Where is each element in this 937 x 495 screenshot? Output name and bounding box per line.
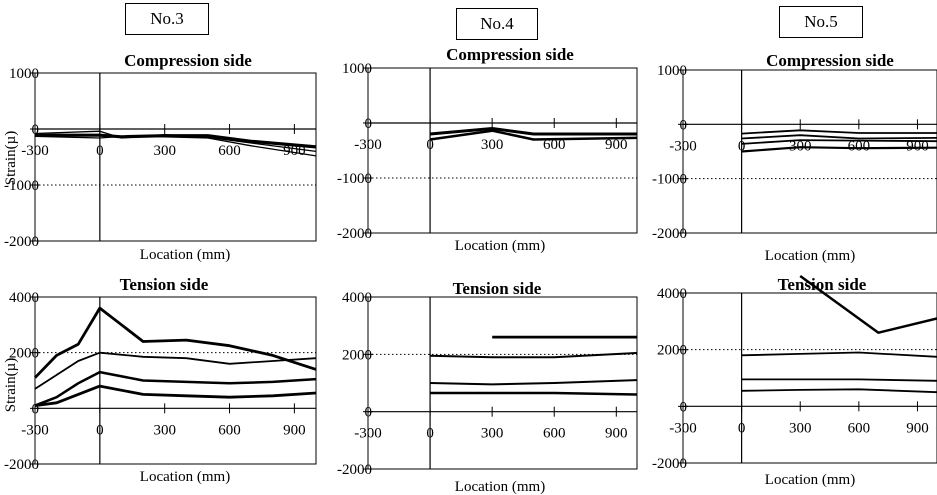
chart-title: Tension side (120, 275, 209, 294)
x-tick-label: -300 (669, 420, 697, 436)
y-tick-label: 1000 (657, 63, 687, 79)
y-tick-label: -2000 (4, 234, 39, 250)
x-tick-label: 600 (543, 137, 566, 153)
series-line-2 (741, 351, 937, 358)
x-tick-label: 300 (789, 420, 812, 436)
y-tick-label: 4000 (342, 290, 372, 306)
series-line-3 (741, 139, 937, 145)
y-tick-label: -2000 (652, 226, 687, 242)
series-line-4 (34, 384, 317, 407)
y-tick-label: -1000 (4, 178, 39, 194)
y-tick-label: 2000 (342, 347, 372, 363)
x-tick-label: 0 (738, 138, 746, 154)
x-axis-label: Location (mm) (765, 248, 855, 264)
y-tick-label: 4000 (9, 290, 39, 306)
x-tick-label: 600 (218, 422, 241, 438)
y-axis-label: Strain(µ) (3, 131, 19, 185)
plot-frame (367, 296, 638, 470)
y-tick-label: 2000 (657, 343, 687, 359)
x-tick-label: 900 (605, 426, 628, 442)
y-tick-label: 4000 (657, 286, 687, 302)
series-line-3 (741, 378, 937, 382)
x-tick-label: 300 (481, 137, 504, 153)
series-line-2 (34, 351, 317, 390)
y-tick-label: 1000 (9, 66, 39, 82)
chart-title: Compression side (766, 51, 894, 70)
x-tick-label: 300 (481, 426, 504, 442)
y-tick-label: -1000 (652, 172, 687, 188)
y-axis-label: Strain(µ) (3, 358, 19, 412)
series-line-4 (430, 391, 638, 396)
series-line-3 (430, 379, 638, 386)
x-tick-label: 900 (605, 137, 628, 153)
x-tick-label: 900 (906, 420, 929, 436)
x-tick-label: -300 (21, 143, 49, 159)
x-tick-label: 900 (906, 138, 929, 154)
x-tick-label: 900 (283, 422, 306, 438)
y-tick-label: -2000 (4, 457, 39, 473)
series-line-2 (741, 134, 937, 140)
y-tick-label: 2000 (9, 346, 39, 362)
series-line-3 (34, 370, 317, 407)
x-axis-label: Location (mm) (765, 472, 855, 488)
chart-title: Compression side (124, 51, 252, 70)
chart-panel-2: 10000-1000-2000-3000300600900Compression… (337, 45, 638, 254)
chart-panel-3: 10000-1000-2000-3000300600900Compression… (652, 51, 937, 264)
chart-title: Tension side (453, 279, 542, 298)
x-tick-label: -300 (21, 422, 49, 438)
x-tick-label: 0 (96, 422, 104, 438)
x-tick-label: 600 (218, 143, 241, 159)
y-tick-label: -2000 (652, 456, 687, 472)
series-line-2 (429, 129, 638, 141)
series-line-2 (430, 351, 638, 359)
y-tick-label: 1000 (342, 61, 372, 77)
x-tick-label: -300 (354, 137, 382, 153)
x-tick-label: 300 (153, 143, 176, 159)
x-axis-label: Location (mm) (140, 469, 230, 485)
x-tick-label: 600 (848, 420, 871, 436)
plot-frame (682, 69, 937, 234)
specimen-label-no4: No.4 (456, 8, 538, 40)
series-line-1 (33, 306, 317, 379)
x-tick-label: 0 (738, 420, 746, 436)
series-line-1 (429, 127, 637, 136)
series-line-1 (799, 274, 937, 334)
x-axis-label: Location (mm) (455, 238, 545, 254)
x-tick-label: 300 (153, 422, 176, 438)
x-tick-label: -300 (669, 138, 697, 154)
x-axis-label: Location (mm) (140, 247, 230, 263)
y-tick-label: -2000 (337, 462, 372, 478)
x-tick-label: 0 (426, 426, 434, 442)
series-line-3 (34, 135, 317, 157)
series-line-4 (741, 146, 937, 153)
y-tick-label: -2000 (337, 226, 372, 242)
x-tick-label: 0 (96, 143, 104, 159)
specimen-label-no5: No.5 (779, 6, 863, 38)
plot-frame (367, 67, 638, 234)
series-line-2 (35, 133, 317, 149)
x-tick-label: -300 (354, 426, 382, 442)
x-tick-label: 0 (426, 137, 434, 153)
plot-frame (34, 72, 317, 242)
x-axis-label: Location (mm) (455, 479, 545, 495)
y-tick-label: -1000 (337, 171, 372, 187)
chart-title: Compression side (446, 45, 574, 64)
x-tick-label: 600 (848, 138, 871, 154)
plot-frame (34, 296, 317, 465)
chart-panel-1: 10000-1000-2000-3000300600900Compression… (3, 51, 317, 263)
x-tick-label: 600 (543, 426, 566, 442)
specimen-label-no3: No.3 (125, 3, 209, 35)
chart-title: Tension side (778, 275, 867, 294)
series-line-4 (741, 388, 937, 394)
plot-frame (682, 292, 937, 464)
series-line-1 (741, 129, 937, 135)
